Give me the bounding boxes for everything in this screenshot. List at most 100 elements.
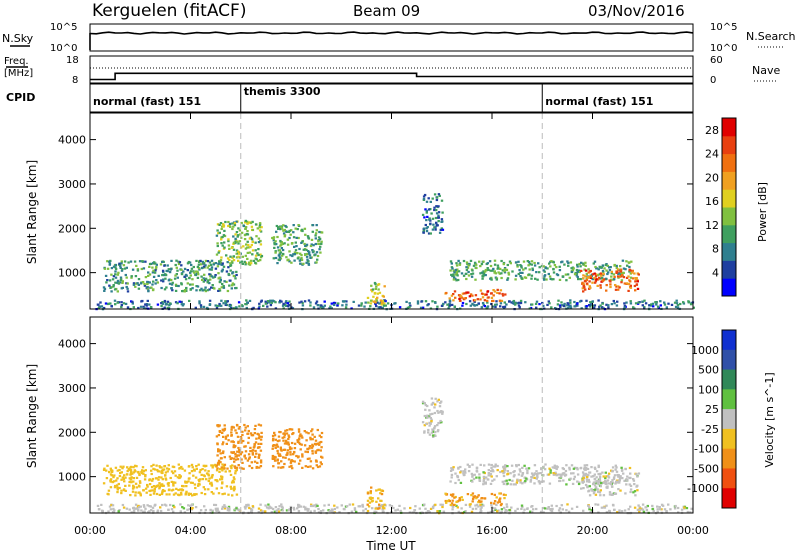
power-echo-cell (289, 254, 292, 257)
velocity-echo-cell (499, 497, 502, 500)
velocity-echo-cell (463, 473, 466, 476)
power-echo-cell (273, 243, 276, 246)
power-echo-cell (315, 261, 318, 264)
velocity-echo-cell (501, 480, 504, 483)
velocity-echo-cell (158, 465, 161, 468)
velocity-echo-cell (454, 495, 457, 499)
velocity-echo-cell (118, 474, 122, 478)
power-echo-cell (315, 251, 319, 254)
velocity-echo-cell (192, 474, 195, 477)
power-echo-cell (500, 259, 503, 263)
velocity-echo-cell (579, 466, 583, 469)
velocity-echo-cell (571, 482, 575, 485)
power-echo-cell (427, 232, 431, 235)
velocity-echo-cell (495, 496, 498, 499)
power-echo-cell (524, 267, 527, 270)
velocity-echo-cell (588, 489, 591, 492)
velocity-echo-cell (291, 467, 294, 470)
velocity-echo-cell (502, 470, 505, 473)
power-echo-cell (352, 300, 355, 303)
velocity-echo-cell (274, 456, 277, 459)
velocity-echo-cell (179, 488, 182, 491)
velocity-ylabel: Slant Range [km] (25, 364, 39, 468)
velocity-echo-cell (542, 474, 545, 477)
velocity-echo-cell (230, 440, 233, 443)
power-echo-cell (623, 306, 626, 309)
velocity-echo-cell (353, 508, 357, 512)
velocity-echo-cell (629, 505, 632, 508)
power-echo-cell (431, 197, 434, 200)
velocity-echo-cell (179, 475, 182, 478)
velocity-echo-cell (592, 492, 596, 495)
power-echo-cell (459, 295, 463, 298)
power-echo-cell (594, 265, 597, 269)
power-echo-cell (376, 296, 379, 299)
velocity-echo-cell (129, 473, 132, 476)
power-echo-cell (543, 270, 546, 273)
velocity-echo-cell (553, 466, 556, 469)
velocity-echo-cell (638, 506, 641, 509)
velocity-echo-cell (503, 466, 507, 469)
power-echo-cell (344, 306, 348, 309)
velocity-echo-cell (254, 449, 257, 453)
power-echo-cell (237, 259, 240, 262)
power-echo-cell (360, 302, 363, 305)
power-echo-cell (275, 243, 278, 246)
power-echo-cell (249, 262, 253, 265)
power-echo-cell (652, 305, 655, 308)
velocity-echo-cell (320, 431, 324, 435)
power-echo-cell (613, 302, 616, 305)
power-echo-cell (505, 268, 509, 271)
power-echo-cell (286, 259, 289, 262)
power-echo-cell (503, 268, 507, 271)
power-echo-cell (274, 307, 278, 310)
velocity-echo-cell (122, 488, 126, 491)
velocity-echo-cell (613, 474, 617, 477)
velocity-echo-cell (345, 505, 349, 508)
power-echo-cell (380, 303, 383, 306)
power-echo-cell (148, 262, 152, 266)
power-echo-cell (616, 300, 619, 303)
velocity-echo-cell (221, 431, 224, 434)
velocity-echo-cell (508, 478, 511, 482)
velocity-echo-cell (188, 508, 191, 511)
power-echo-cell (490, 296, 494, 299)
power-echo-cell (535, 306, 538, 309)
power-echo-cell (448, 303, 451, 306)
velocity-echo-cell (237, 454, 241, 457)
power-echo-cell (300, 254, 303, 257)
velocity-echo-cell (217, 492, 221, 495)
power-echo-cell (163, 264, 166, 267)
velocity-echo-cell (235, 469, 238, 472)
power-echo-cell (588, 280, 591, 283)
power-echo-cell (240, 221, 243, 225)
velocity-echo-cell (383, 503, 386, 506)
velocity-echo-cell (640, 507, 643, 510)
power-echo-cell (585, 299, 588, 302)
power-echo-cell (180, 300, 183, 303)
velocity-echo-cell (438, 421, 442, 424)
power-echo-cell (154, 267, 158, 270)
power-echo-cell (246, 230, 249, 233)
power-echo-cell (123, 267, 127, 270)
velocity-echo-cell (585, 478, 589, 481)
velocity-echo-cell (633, 483, 636, 486)
power-echo-cell (311, 249, 314, 252)
power-echo-cell (257, 259, 260, 262)
power-echo-cell (124, 273, 127, 277)
velocity-echo-cell (460, 496, 463, 499)
power-echo-cell (234, 242, 237, 245)
power-echo-cell (437, 193, 441, 196)
velocity-echo-cell (250, 466, 254, 470)
power-echo-cell (233, 222, 237, 225)
velocity-echo-cell (150, 469, 153, 472)
power-echo-cell (185, 286, 188, 290)
velocity-echo-cell (602, 475, 605, 478)
power-echo-cell (482, 273, 485, 276)
velocity-colorbar-swatch (722, 349, 736, 371)
velocity-echo-cell (472, 495, 475, 498)
velocity-echo-cell (501, 470, 504, 473)
velocity-echo-cell (616, 473, 619, 477)
velocity-echo-cell (596, 481, 599, 484)
